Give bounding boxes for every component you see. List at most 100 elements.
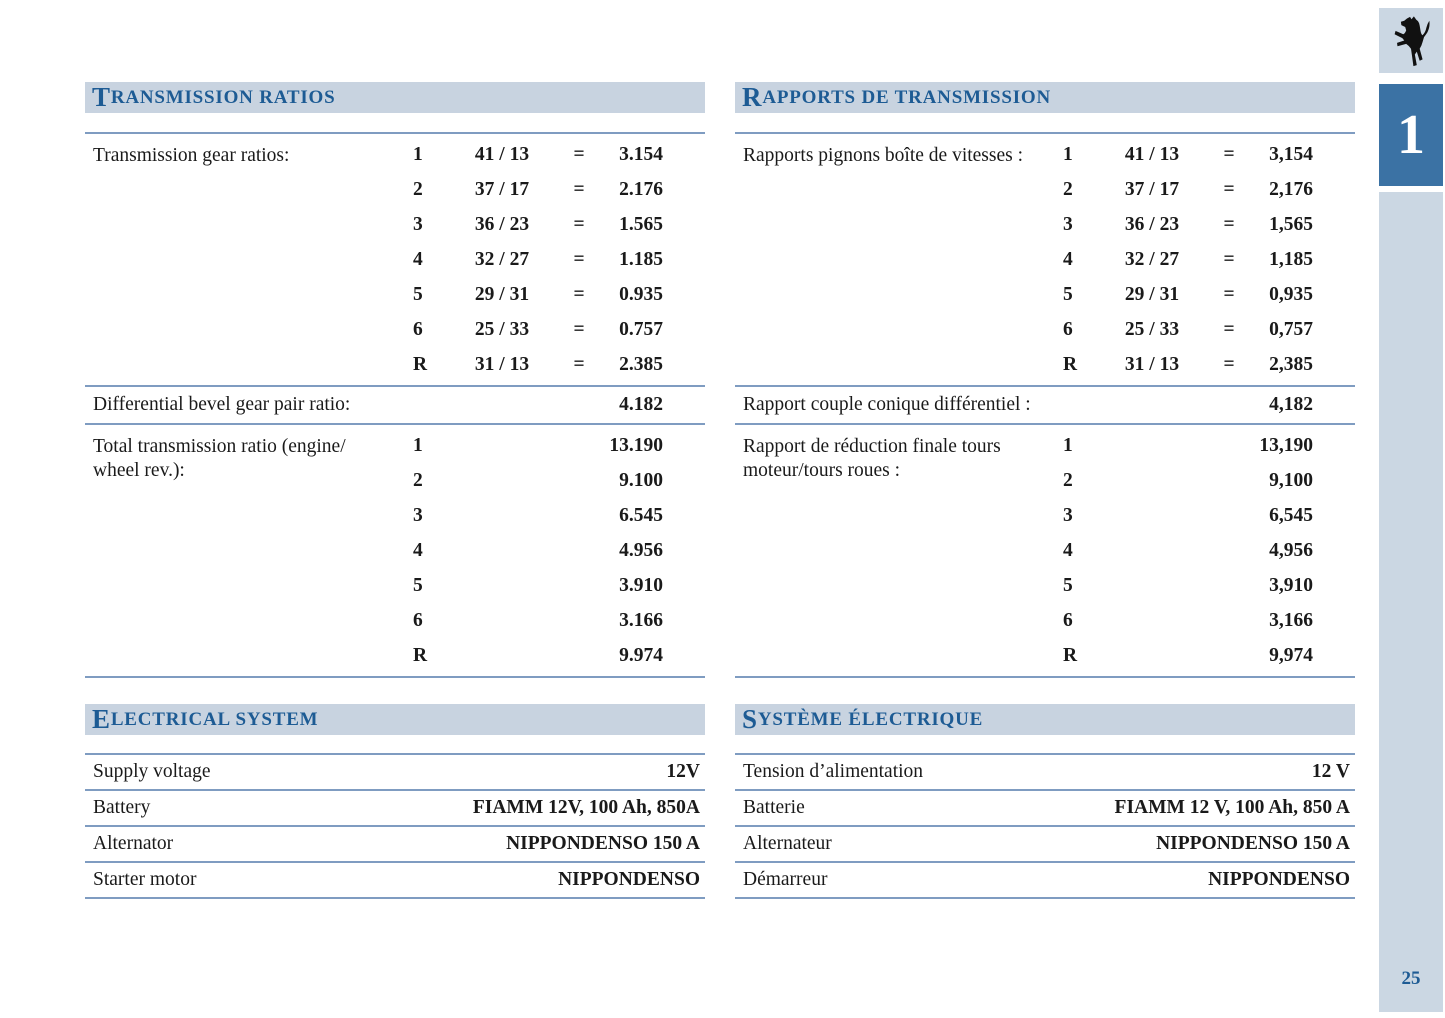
gear-number: 3 xyxy=(413,213,423,235)
equals-sign: = xyxy=(573,213,585,235)
equals-sign: = xyxy=(1223,283,1235,305)
gear-ratio: 32 / 27 xyxy=(1124,248,1180,270)
total-row: 3 6,545 xyxy=(1063,498,1313,533)
total-value: 3.910 xyxy=(619,574,663,596)
gear-ratios-label: Rapports pignons boîte de vitesses : xyxy=(743,145,1024,166)
section-transmission-en: Transmission ratios Transmission gear ra… xyxy=(85,82,705,678)
gear-row: 4 32 / 27 = 1,185 xyxy=(1063,242,1313,277)
transmission-table: Transmission gear ratios: 1 41 / 13 = 3.154… xyxy=(85,132,705,678)
gear-ratio: 25 / 33 xyxy=(1124,318,1180,340)
gear-number: 6 xyxy=(1063,609,1073,631)
gear-value: 2,385 xyxy=(1269,353,1313,375)
gear-row: 2 37 / 17 = 2.176 xyxy=(413,172,663,207)
spec-row: Battery FIAMM 12V, 100 Ah, 850A xyxy=(85,791,705,827)
gear-number: R xyxy=(413,353,428,375)
spec-row: Starter motor NIPPONDENSO xyxy=(85,863,705,899)
section-header: Electrical system xyxy=(85,704,705,735)
spec-label: Battery xyxy=(93,797,151,818)
gear-number: 4 xyxy=(413,248,423,270)
spec-value: NIPPONDENSO 150 A xyxy=(1156,833,1350,854)
electrical-table: Tension d’alimentation 12 V Batterie FIAMM… xyxy=(735,753,1355,899)
spec-row: Démarreur NIPPONDENSO xyxy=(735,863,1355,899)
section-header: Système électrique xyxy=(735,704,1355,735)
gear-value: 3.154 xyxy=(619,143,663,165)
gear-number: 1 xyxy=(413,143,423,165)
total-value: 3,166 xyxy=(1269,609,1313,631)
gear-ratio: 31 / 13 xyxy=(474,353,530,375)
spec-label: Alternateur xyxy=(743,833,832,854)
section-electrical-en: Electrical system Supply voltage 12V Batt… xyxy=(85,704,705,899)
total-row: 6 3,166 xyxy=(1063,603,1313,638)
total-row: 1 13.190 xyxy=(413,428,663,463)
section-title: ystème électrique xyxy=(757,709,984,730)
gear-number: 5 xyxy=(413,574,423,596)
gear-row: R 31 / 13 = 2.385 xyxy=(413,347,663,382)
spec-label: Tension d’alimentation xyxy=(743,761,924,782)
gear-number: 3 xyxy=(1063,504,1073,526)
page-number: 25 xyxy=(1401,968,1421,989)
spec-row: Supply voltage 12V xyxy=(85,755,705,791)
gear-ratio: 37 / 17 xyxy=(1124,178,1180,200)
spec-value: NIPPONDENSO xyxy=(1208,869,1350,890)
total-value: 13.190 xyxy=(609,434,663,456)
gear-row: 3 36 / 23 = 1.565 xyxy=(413,207,663,242)
gear-number: 4 xyxy=(1063,539,1073,561)
gear-value: 2.176 xyxy=(619,178,663,200)
chapter-number: 1 xyxy=(1397,104,1425,166)
total-row: 4 4.956 xyxy=(413,533,663,568)
gear-value: 1,565 xyxy=(1269,213,1313,235)
gear-row: 6 25 / 33 = 0.757 xyxy=(413,312,663,347)
section-title-initial: E xyxy=(92,704,111,734)
gear-ratios-block: Rapports pignons boîte de vitesses : 1 41… xyxy=(735,134,1355,387)
total-row: R 9.974 xyxy=(413,638,663,673)
gear-row: 2 37 / 17 = 2,176 xyxy=(1063,172,1313,207)
total-ratio-label-line2: moteur/tours roues : xyxy=(743,460,901,481)
differential-value: 4,182 xyxy=(1269,394,1313,415)
equals-sign: = xyxy=(573,318,585,340)
equals-sign: = xyxy=(573,248,585,270)
gear-row: 5 29 / 31 = 0.935 xyxy=(413,277,663,312)
equals-sign: = xyxy=(1223,318,1235,340)
gear-number: 3 xyxy=(1063,213,1073,235)
spec-value: FIAMM 12V, 100 Ah, 850A xyxy=(472,797,700,818)
section-header: Transmission ratios xyxy=(85,82,705,113)
equals-sign: = xyxy=(573,178,585,200)
spec-row: Alternateur NIPPONDENSO 150 A xyxy=(735,827,1355,863)
equals-sign: = xyxy=(1223,213,1235,235)
gear-row: 4 32 / 27 = 1.185 xyxy=(413,242,663,277)
gear-ratio: 36 / 23 xyxy=(1124,213,1180,235)
section-electrical-fr: Système électrique Tension d’alimentatio… xyxy=(735,704,1355,899)
gear-value: 1.185 xyxy=(619,248,663,270)
gear-ratio: 41 / 13 xyxy=(474,143,530,165)
equals-sign: = xyxy=(573,143,585,165)
total-value: 6,545 xyxy=(1269,504,1313,526)
gear-number: 3 xyxy=(413,504,423,526)
total-value: 9.100 xyxy=(619,469,663,491)
differential-label: Rapport couple conique différentiel : xyxy=(743,394,1031,415)
prancing-horse-icon xyxy=(1394,15,1430,66)
gear-number: 5 xyxy=(1063,283,1073,305)
gear-row: R 31 / 13 = 2,385 xyxy=(1063,347,1313,382)
spec-row: Tension d’alimentation 12 V xyxy=(735,755,1355,791)
transmission-table: Rapports pignons boîte de vitesses : 1 41… xyxy=(735,132,1355,678)
section-title: lectrical system xyxy=(110,709,319,730)
sidebar-column: 25 xyxy=(1379,192,1443,1012)
section-title-initial: T xyxy=(92,82,111,112)
brand-logo-box xyxy=(1379,8,1443,73)
gear-ratio: 29 / 31 xyxy=(1124,283,1180,305)
gear-number: 2 xyxy=(1063,178,1073,200)
gear-value: 1,185 xyxy=(1269,248,1313,270)
gear-number: 6 xyxy=(413,609,423,631)
spec-value: NIPPONDENSO xyxy=(558,869,700,890)
total-row: 3 6.545 xyxy=(413,498,663,533)
gear-number: R xyxy=(1063,644,1078,666)
total-ratio-label-line2: wheel rev.): xyxy=(93,460,185,481)
gear-row: 1 41 / 13 = 3.154 xyxy=(413,137,663,172)
spec-label: Démarreur xyxy=(743,869,828,890)
gear-row: 5 29 / 31 = 0,935 xyxy=(1063,277,1313,312)
gear-number: 4 xyxy=(413,539,423,561)
gear-value: 0.935 xyxy=(619,283,663,305)
equals-sign: = xyxy=(1223,143,1235,165)
total-ratio-block: Rapport de réduction finale tours moteur… xyxy=(735,425,1355,678)
